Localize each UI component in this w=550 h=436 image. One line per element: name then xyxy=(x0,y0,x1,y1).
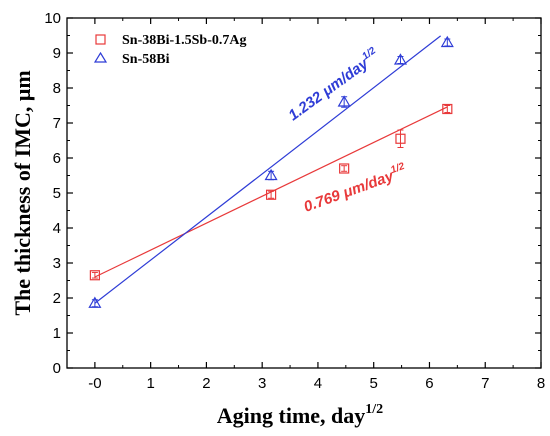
y-tick-label: 3 xyxy=(53,255,61,272)
data-point-series-2 xyxy=(264,168,278,181)
x-tick-label: 1 xyxy=(146,375,154,392)
data-point-series-1 xyxy=(442,103,453,115)
y-tick-label: 6 xyxy=(53,150,61,167)
data-point-series-1 xyxy=(265,189,277,200)
slope-annotation-sn58bi: 1.232 μm/day1/2 xyxy=(284,45,383,124)
x-tick-label: 5 xyxy=(370,375,378,392)
data-point-series-1 xyxy=(339,163,350,174)
y-tick-label: 4 xyxy=(53,220,61,237)
legend-label-series-1: Sn-38Bi-1.5Sb-0.7Ag xyxy=(122,33,246,48)
slope-annotation-sn38bi-sup: 1/2 xyxy=(389,161,406,176)
x-tick-label: -0 xyxy=(88,375,101,392)
y-axis-title: The thickness of IMC, μm xyxy=(10,70,35,315)
y-tick-label: 0 xyxy=(53,360,61,377)
x-tick-label: 3 xyxy=(258,375,266,392)
slope-annotation-sn38bi: 0.769 μm/day1/2 xyxy=(301,161,409,216)
y-tick-label: 1 xyxy=(53,325,61,342)
x-axis-title: Aging time, day1/2 xyxy=(217,402,383,428)
y-tick-label: 7 xyxy=(53,115,61,132)
data-point-series-2 xyxy=(440,35,454,48)
y-axis-ticks: 0 1 2 3 4 5 6 7 8 9 10 xyxy=(44,10,541,377)
data-point-series-1 xyxy=(89,270,100,281)
x-tick-label: 7 xyxy=(481,375,489,392)
x-tick-label: 8 xyxy=(537,375,545,392)
plot-frame xyxy=(66,17,542,369)
slope-annotation-sn58bi-main: 1.232 μm/day xyxy=(285,55,372,124)
legend-marker-triangle xyxy=(93,51,108,63)
y-tick-label: 5 xyxy=(53,185,61,202)
x-tick-label: 6 xyxy=(425,375,433,392)
legend: Sn-38Bi-1.5Sb-0.7Ag Sn-58Bi xyxy=(93,33,246,67)
x-axis-ticks: -0 1 2 3 4 5 6 7 8 xyxy=(88,18,545,392)
x-tick-label: 4 xyxy=(314,375,322,392)
y-tick-label: 2 xyxy=(53,290,61,307)
y-tick-label: 10 xyxy=(44,10,61,27)
data-point-series-2 xyxy=(88,296,102,308)
data-point-series-2 xyxy=(393,53,408,65)
slope-annotation-sn38bi-main: 0.769 μm/day xyxy=(302,167,397,215)
legend-label-series-2: Sn-58Bi xyxy=(122,52,170,67)
legend-marker-square xyxy=(95,34,106,45)
markers xyxy=(88,35,454,308)
data-point-series-1 xyxy=(395,133,406,144)
x-axis-title-sup: 1/2 xyxy=(365,402,383,417)
data-point-series-2 xyxy=(337,95,351,107)
x-tick-label: 2 xyxy=(202,375,210,392)
plot-area xyxy=(66,17,542,369)
fit-line-series-2 xyxy=(94,35,441,304)
y-tick-label: 8 xyxy=(53,80,61,97)
x-axis-title-main: Aging time, day xyxy=(217,403,366,428)
y-tick-label: 9 xyxy=(53,45,61,62)
